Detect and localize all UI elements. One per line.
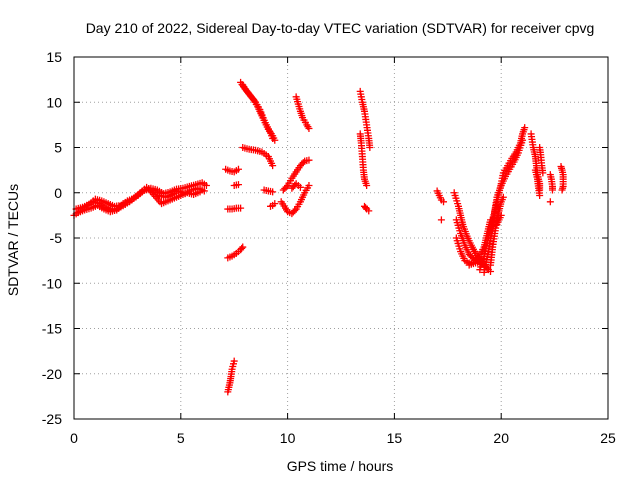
tick-labels-layer: 0 5 10 15 20 25 -25 -20 -15 -10 -5 0 5 10 15 bbox=[42, 49, 616, 446]
data-point bbox=[202, 182, 210, 190]
data-point bbox=[305, 156, 313, 164]
data-point bbox=[365, 207, 373, 215]
data-point bbox=[271, 136, 279, 144]
data-point bbox=[558, 186, 566, 194]
y-tick-label: -20 bbox=[42, 366, 62, 382]
data-point bbox=[114, 204, 122, 212]
data-point bbox=[282, 183, 290, 191]
x-tick-label: 15 bbox=[387, 430, 403, 446]
data-point bbox=[234, 165, 242, 173]
chart-title: Day 210 of 2022, Sidereal Day-to-day VTE… bbox=[86, 20, 595, 36]
y-tick-label: -15 bbox=[42, 321, 62, 337]
y-tick-label: -25 bbox=[42, 411, 62, 427]
data-point bbox=[305, 124, 313, 132]
x-axis-label: GPS time / hours bbox=[287, 458, 394, 474]
data-point bbox=[487, 267, 495, 275]
x-tick-label: 10 bbox=[280, 430, 296, 446]
data-point bbox=[539, 169, 547, 177]
data-point bbox=[299, 159, 307, 167]
data-point bbox=[113, 206, 121, 214]
data-point bbox=[546, 198, 554, 206]
y-tick-label: 15 bbox=[46, 49, 62, 65]
y-tick-label: 5 bbox=[54, 140, 62, 156]
data-point bbox=[116, 203, 124, 211]
y-tick-label: -10 bbox=[42, 275, 62, 291]
grid-layer bbox=[74, 57, 608, 419]
data-point bbox=[548, 186, 556, 194]
data-point bbox=[118, 201, 126, 209]
data-point bbox=[468, 253, 476, 261]
data-point bbox=[440, 198, 448, 206]
data-point bbox=[305, 182, 313, 190]
data-point bbox=[536, 191, 544, 199]
data-point bbox=[237, 204, 245, 212]
data-point bbox=[200, 187, 208, 195]
data-point bbox=[269, 188, 277, 196]
x-tick-label: 25 bbox=[600, 430, 616, 446]
data-point bbox=[366, 144, 374, 151]
x-tick-label: 5 bbox=[177, 430, 185, 446]
data-points-layer bbox=[70, 78, 567, 396]
data-point bbox=[239, 243, 247, 251]
data-point bbox=[519, 136, 527, 144]
y-tick-label: 0 bbox=[54, 185, 62, 201]
data-point bbox=[497, 211, 505, 219]
data-point bbox=[230, 357, 238, 365]
data-point bbox=[271, 200, 279, 208]
data-point bbox=[296, 183, 304, 191]
data-point bbox=[521, 124, 529, 132]
y-axis-label: SDTVAR / TECUs bbox=[5, 184, 21, 296]
data-point bbox=[363, 182, 371, 190]
x-tick-label: 20 bbox=[493, 430, 509, 446]
data-point bbox=[238, 244, 246, 252]
ticks-layer bbox=[73, 56, 609, 420]
x-tick-label: 0 bbox=[70, 430, 78, 446]
data-point bbox=[234, 181, 242, 189]
y-tick-label: 10 bbox=[46, 94, 62, 110]
data-point bbox=[269, 162, 277, 170]
data-point bbox=[291, 207, 299, 215]
data-point bbox=[196, 188, 204, 196]
data-point bbox=[437, 216, 445, 224]
data-point bbox=[362, 204, 370, 212]
y-tick-label: -5 bbox=[50, 230, 63, 246]
data-point bbox=[499, 193, 507, 201]
